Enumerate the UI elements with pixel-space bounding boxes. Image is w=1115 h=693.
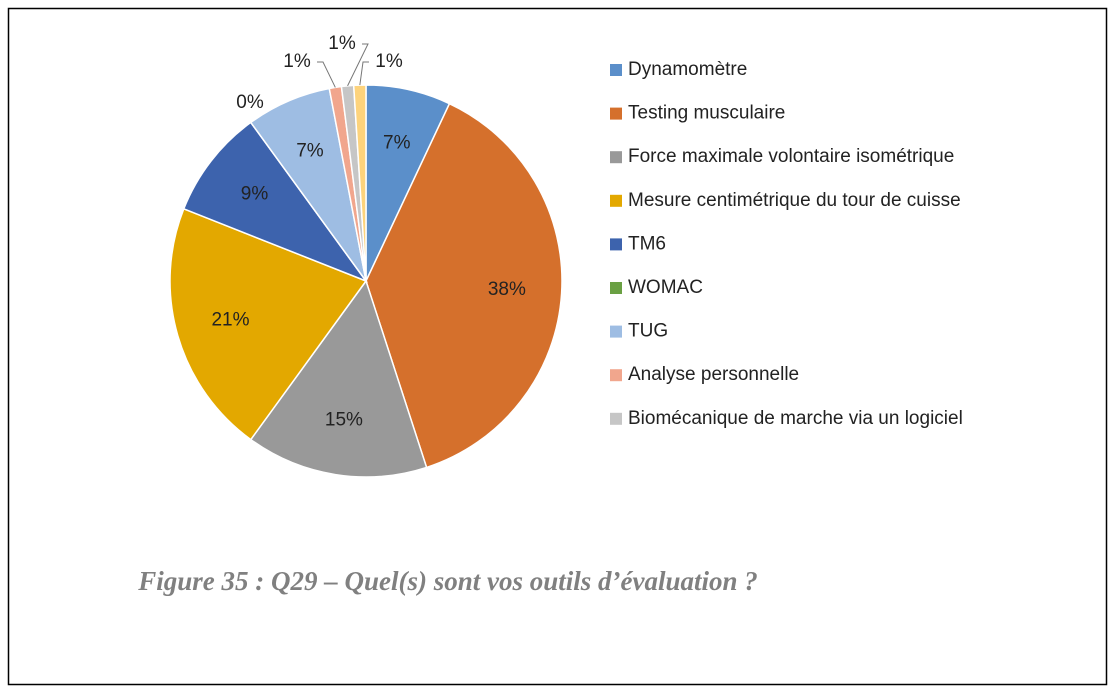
legend-label: Force maximale volontaire isométrique xyxy=(628,146,954,167)
data-label: 15% xyxy=(325,409,363,430)
data-label: 38% xyxy=(488,279,526,300)
legend-swatch xyxy=(610,238,622,251)
leader-line xyxy=(359,61,369,86)
pie-slice xyxy=(182,121,369,283)
pie-slice xyxy=(352,84,367,282)
legend-swatch xyxy=(610,151,622,164)
legend-swatch xyxy=(610,282,622,294)
legend-label: WOMAC xyxy=(628,277,703,298)
caption: Figure 35 : Q29 – Quel(s) sont vos outil… xyxy=(137,566,758,596)
legend-swatch xyxy=(610,64,622,76)
pie-slice xyxy=(249,279,428,478)
legend-label: Testing musculaire xyxy=(628,103,785,124)
legend-swatch xyxy=(610,107,622,120)
data-label: 9% xyxy=(241,184,269,205)
legend-swatch xyxy=(610,412,622,425)
data-label: 1% xyxy=(375,51,403,72)
legend-label: TUG xyxy=(628,321,668,342)
legend-label: Dynamomètre xyxy=(628,59,747,80)
pie-slice xyxy=(365,102,563,469)
data-label: 21% xyxy=(211,309,249,330)
data-label: 1% xyxy=(283,51,311,72)
legend-swatch xyxy=(610,325,622,338)
pie-slice xyxy=(169,207,368,441)
leader-line xyxy=(317,61,336,88)
data-label: 1% xyxy=(328,33,356,54)
data-label: 7% xyxy=(296,141,324,162)
legend-label: TM6 xyxy=(628,233,666,254)
legend-swatch xyxy=(610,194,622,207)
data-label: 7% xyxy=(383,132,411,153)
legend-label: Analyse personnelle xyxy=(628,364,799,385)
data-label: 0% xyxy=(236,92,264,113)
leader-line xyxy=(347,43,369,87)
legend-label: Biomécanique de marche via un logiciel xyxy=(628,408,963,429)
legend-label: Mesure centimétrique du tour de cuisse xyxy=(628,190,961,211)
frame xyxy=(7,7,1108,686)
legend-swatch xyxy=(610,369,622,382)
